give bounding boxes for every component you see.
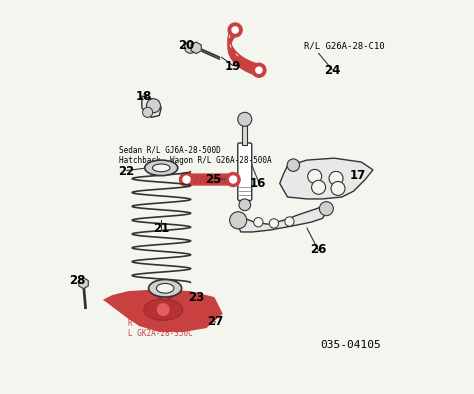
Text: Hatchback, Wagon R/L G26A-28-500A: Hatchback, Wagon R/L G26A-28-500A bbox=[118, 156, 271, 165]
Circle shape bbox=[155, 281, 175, 300]
Text: Sedan R/L GJ6A-28-500D: Sedan R/L GJ6A-28-500D bbox=[118, 146, 220, 155]
Text: R GK2A-28-300C: R GK2A-28-300C bbox=[128, 319, 193, 328]
Circle shape bbox=[285, 217, 294, 226]
Polygon shape bbox=[237, 205, 326, 232]
Text: 24: 24 bbox=[324, 64, 340, 77]
Circle shape bbox=[311, 180, 326, 194]
Text: 16: 16 bbox=[250, 177, 266, 190]
Text: 19: 19 bbox=[225, 60, 241, 73]
Ellipse shape bbox=[149, 280, 182, 297]
Polygon shape bbox=[105, 290, 221, 331]
Bar bbox=[242, 121, 247, 145]
Text: R/L G26A-28-C10: R/L G26A-28-C10 bbox=[304, 41, 384, 50]
Ellipse shape bbox=[156, 283, 174, 293]
Circle shape bbox=[180, 173, 193, 186]
Circle shape bbox=[183, 176, 190, 183]
Circle shape bbox=[143, 107, 153, 117]
Circle shape bbox=[184, 42, 196, 53]
Text: 035-04105: 035-04105 bbox=[320, 340, 381, 349]
Ellipse shape bbox=[153, 164, 170, 172]
Ellipse shape bbox=[145, 160, 178, 176]
Text: 28: 28 bbox=[70, 274, 86, 287]
Circle shape bbox=[331, 182, 345, 195]
Text: 23: 23 bbox=[188, 292, 204, 305]
Circle shape bbox=[329, 171, 343, 185]
Circle shape bbox=[229, 176, 237, 183]
Text: 21: 21 bbox=[153, 221, 169, 234]
Circle shape bbox=[239, 199, 251, 211]
FancyBboxPatch shape bbox=[238, 143, 252, 201]
Circle shape bbox=[226, 173, 240, 186]
Circle shape bbox=[228, 23, 242, 37]
Text: 26: 26 bbox=[310, 243, 327, 256]
Text: 20: 20 bbox=[178, 39, 195, 52]
Text: 17: 17 bbox=[349, 169, 365, 182]
Circle shape bbox=[161, 286, 170, 295]
Polygon shape bbox=[280, 158, 373, 199]
Circle shape bbox=[157, 304, 169, 316]
Circle shape bbox=[254, 217, 263, 227]
Circle shape bbox=[238, 112, 252, 126]
Text: 25: 25 bbox=[206, 173, 222, 186]
Text: 18: 18 bbox=[136, 89, 152, 102]
Text: 22: 22 bbox=[118, 165, 135, 178]
Text: 27: 27 bbox=[208, 315, 224, 328]
Circle shape bbox=[146, 99, 161, 113]
Ellipse shape bbox=[144, 299, 182, 320]
Circle shape bbox=[308, 169, 322, 183]
Circle shape bbox=[287, 159, 300, 171]
Circle shape bbox=[319, 202, 333, 216]
Circle shape bbox=[229, 212, 246, 229]
Circle shape bbox=[269, 219, 279, 228]
Circle shape bbox=[252, 63, 266, 77]
Text: L GK2A-28-350C: L GK2A-28-350C bbox=[128, 329, 193, 338]
Polygon shape bbox=[142, 96, 161, 117]
Circle shape bbox=[232, 27, 238, 33]
FancyBboxPatch shape bbox=[185, 174, 234, 185]
Circle shape bbox=[256, 67, 262, 73]
